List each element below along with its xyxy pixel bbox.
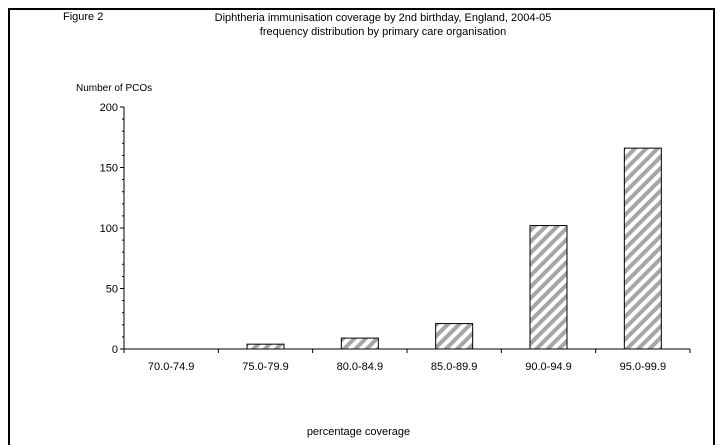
x-tick-label: 90.0-94.9 [525,361,571,373]
bar-95.0-99.9 [623,147,662,350]
x-tick-label: 85.0-89.9 [431,361,477,373]
chart-title: Diphtheria immunisation coverage by 2nd … [214,12,552,24]
bars [246,147,662,350]
figure-label: Figure 2 [63,11,104,23]
x-tick-label: 95.0-99.9 [620,361,666,373]
y-axis-label: Number of PCOs [76,83,153,94]
y-tick-label: 100 [100,223,118,235]
axes [120,106,691,353]
chart-title-block: Diphtheria immunisation coverage by 2nd … [168,11,598,39]
x-tick-label: 80.0-84.9 [337,361,383,373]
tick-labels: 0 50 100 150 200 70.0-74.9 75.0-79.9 80.0-84.9 8… [100,102,666,373]
y-tick-label: 0 [112,344,118,356]
bar-80.0-84.9 [340,337,379,350]
chart-frame [8,8,715,445]
x-axis-label: percentage coverage [306,426,411,438]
bar-75.0-79.9 [246,343,285,350]
y-tick-label: 150 [100,163,118,175]
y-tick-label: 50 [106,284,118,296]
chart-subtitle: frequency distribution by primary care o… [259,26,507,38]
bar-90.0-94.9 [529,225,568,350]
y-tick-label: 200 [100,102,118,114]
x-tick-label: 70.0-74.9 [148,361,194,373]
x-tick-label: 75.0-79.9 [242,361,288,373]
bar-85.0-89.9 [435,323,474,350]
